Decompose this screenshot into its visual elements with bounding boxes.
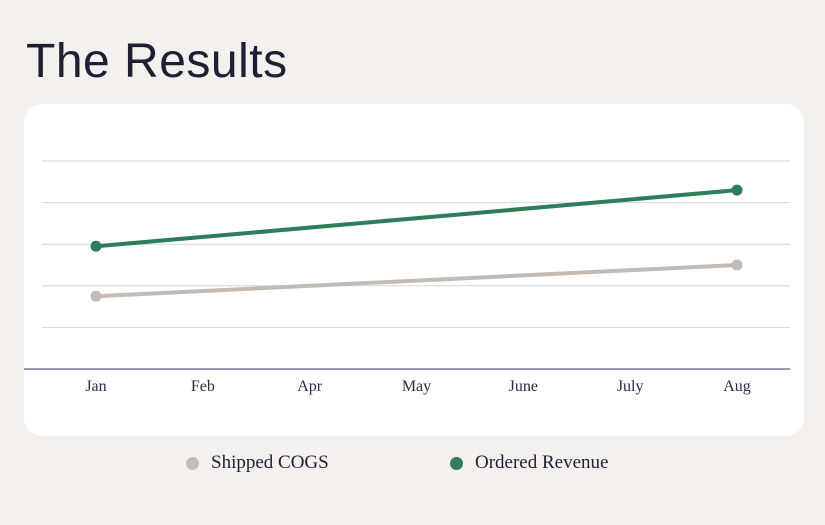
x-tick-label: Jan xyxy=(85,378,106,395)
data-point xyxy=(90,240,102,252)
chart-legend: Shipped COGS Ordered Revenue xyxy=(0,452,825,478)
line-chart: Jan Feb Apr May June July Aug xyxy=(24,160,790,395)
legend-label-shipped-cogs: Shipped COGS xyxy=(211,452,329,473)
legend-marker-shipped-cogs xyxy=(186,456,199,470)
series-line-shipped-cogs xyxy=(94,263,739,299)
x-tick-label: July xyxy=(617,378,644,395)
x-tick-label: Feb xyxy=(191,378,215,395)
legend-marker-ordered-revenue xyxy=(450,456,463,470)
page-title: The Results xyxy=(26,35,288,88)
x-tick-label: Aug xyxy=(723,378,751,395)
legend-item-ordered-revenue: Ordered Revenue xyxy=(450,452,608,474)
chart-card: Jan Feb Apr May June July Aug xyxy=(24,104,804,436)
data-point xyxy=(90,290,102,302)
x-tick-label: May xyxy=(402,378,431,395)
legend-label-ordered-revenue: Ordered Revenue xyxy=(475,452,609,473)
x-tick-label: Apr xyxy=(297,378,323,395)
series-line-ordered-revenue xyxy=(94,188,739,249)
data-point xyxy=(731,184,743,196)
x-tick-label: June xyxy=(509,378,538,395)
data-point xyxy=(731,259,743,271)
legend-item-shipped-cogs: Shipped COGS xyxy=(186,452,329,474)
